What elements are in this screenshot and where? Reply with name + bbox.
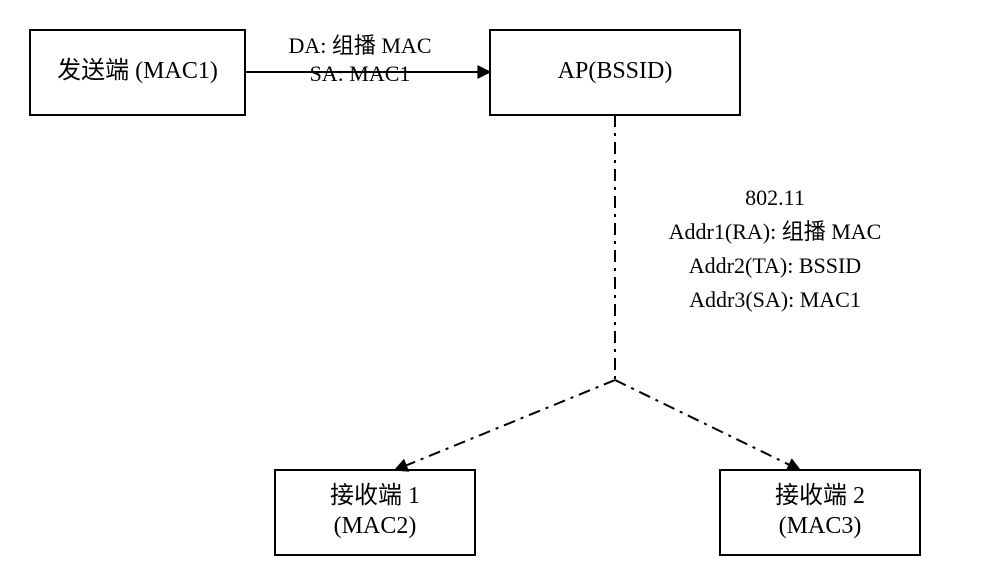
edge-fork_to_recv1 (395, 380, 615, 470)
node-ap-label: AP(BSSID) (558, 58, 673, 84)
edge-sender_to_ap-label: DA: 组播 MAC (288, 33, 431, 58)
edge-sender_to_ap: DA: 组播 MAC SA: MAC1 (245, 33, 490, 86)
node-recv2-label: 接收端 2 (775, 482, 865, 509)
edge-ap_to_fork-label: Addr2(TA): BSSID (689, 253, 861, 278)
node-recv2: 接收端 2 (MAC3) (720, 470, 920, 555)
edge-fork_to_recv2 (615, 380, 800, 470)
edge-ap_to_fork-label: 802.11 (745, 185, 805, 210)
node-ap: AP(BSSID) (490, 30, 740, 115)
edge-ap_to_fork-label: Addr3(SA): MAC1 (689, 287, 861, 312)
node-recv1-label: 接收端 1 (330, 482, 420, 509)
node-recv2-label: (MAC3) (779, 513, 862, 539)
edge-ap_to_fork-label: Addr1(RA): 组播 MAC (669, 219, 882, 244)
node-sender: 发送端 (MAC1) (30, 30, 245, 115)
node-recv1-label: (MAC2) (334, 513, 417, 539)
network-diagram: 发送端 (MAC1) AP(BSSID) 接收端 1 (MAC2) 接收端 2 (MAC3… (0, 0, 1000, 583)
node-sender-label: 发送端 (MAC1) (57, 57, 218, 84)
edge-sender_to_ap-label: SA: MAC1 (310, 61, 411, 86)
edge-ap_to_fork: 802.11 Addr1(RA): 组播 MAC Addr2(TA): BSSID A… (615, 115, 881, 380)
node-recv1: 接收端 1 (MAC2) (275, 470, 475, 555)
